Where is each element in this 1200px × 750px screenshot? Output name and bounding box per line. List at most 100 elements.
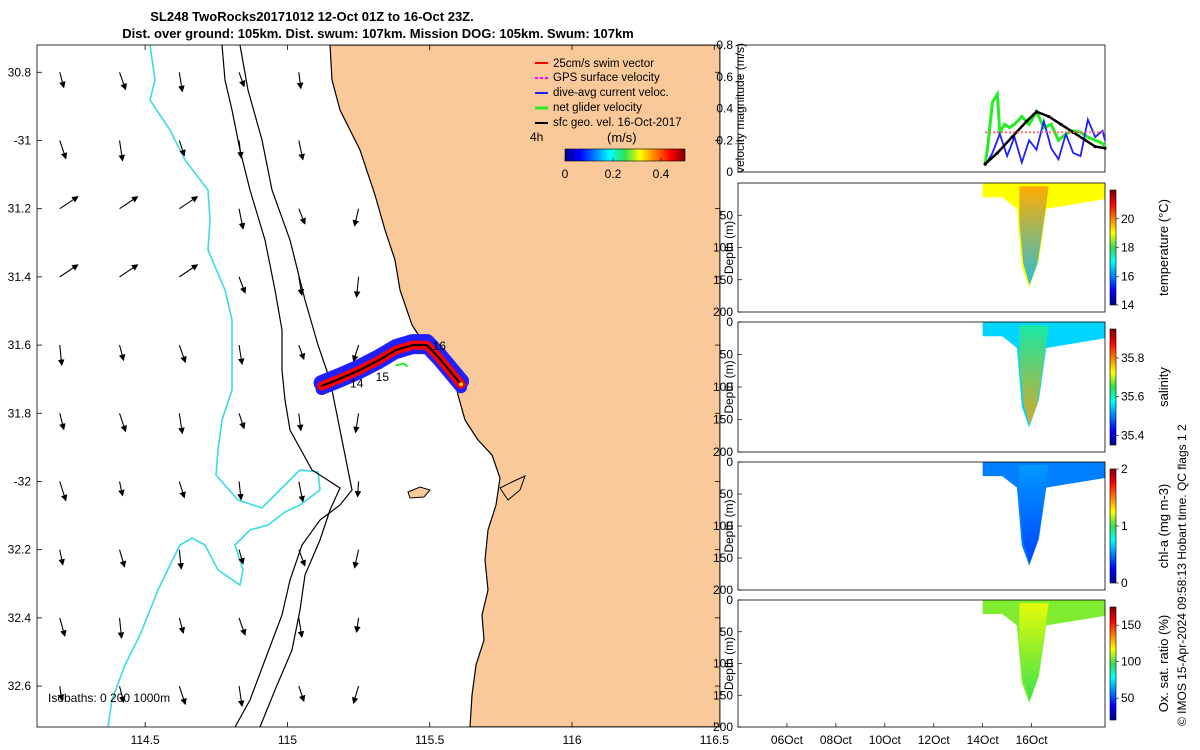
current-arrow [118,685,126,704]
current-arrow [298,685,306,703]
map-xtick-label: 115 [278,733,297,747]
day-label: 15 [376,370,390,384]
map-ytick-label: 32.2 [8,543,32,557]
map-xtick-label: 116 [562,733,581,747]
salinity-colorbar [1109,328,1117,446]
current-arrow [353,276,361,298]
current-arrow [178,196,199,210]
map-cb-tick-label: 0.4 [653,167,670,181]
chla-core [1019,465,1049,564]
oxygen-cb-label: Ox. sat. ratio (%) [1156,615,1171,713]
current-arrow [59,72,66,89]
chla-ytick-label: 200 [713,583,733,597]
chla-cb-tick-label: 2 [1121,462,1128,476]
map-frame [36,44,721,728]
vel-sfc-point [1047,114,1051,119]
map-ytick-label: 31.2 [8,202,32,216]
current-arrow [118,140,125,162]
map-ytick-label: 32.4 [8,611,32,625]
oxygen-ytick-label: 200 [713,720,733,734]
vel-sfc-point [983,162,987,166]
map-panel: 14 15 16 114.5 115 115.5 116 116.5 30.8 -31 31.2 3… [8,44,729,747]
vel-sfc-point [1010,135,1014,139]
time-label: 4h [530,130,543,144]
current-arrow [298,344,306,361]
velocity-panel: 0 0.2 0.4 0.6 0.8 velocity magnitude (m/s) [716,38,1107,179]
temperature-cb-tick-label: 18 [1121,241,1135,255]
current-arrow [352,549,360,569]
time-xtick-label: 16Oct [1016,733,1049,747]
current-arrow [178,72,185,93]
title-line2: Dist. over ground: 105km. Dist. swum: 10… [122,26,634,41]
current-arrow [59,481,68,502]
salinity-ytick-label: 0 [726,315,733,329]
current-arrow [298,481,305,503]
track-end-marker [459,382,464,387]
map-cb-tick-label: 0.2 [605,167,622,181]
current-arrow [354,617,361,633]
current-arrow [119,196,139,210]
chla-ytick-label: 50 [720,487,734,501]
current-arrow [117,617,125,639]
current-arrow [59,264,79,278]
temperature-ytick-label: 200 [713,305,733,319]
oxygen-cb-tick-label: 150 [1121,618,1141,632]
chla-ytick-label: 100 [713,519,733,533]
current-arrow [238,276,247,294]
current-arrow [59,140,68,160]
map-xtick-label: 114.5 [131,733,160,747]
velocity-frame [737,44,1106,173]
isobath-200m [107,45,321,727]
current-arrow [57,686,65,702]
track-band [320,344,463,387]
current-arrow [118,344,126,362]
salinity-ytick-label: 100 [713,380,733,394]
vel-sfc-point [995,151,999,155]
current-arrow [238,617,247,636]
salinity-cb-label: salinity [1156,367,1171,407]
time-xtick-label: 12Oct [918,733,951,747]
current-arrow [119,413,127,433]
current-arrow [119,549,127,568]
oxygen-ytick-label: 150 [713,688,733,702]
salinity-cb-tick-label: 35.4 [1121,428,1145,442]
temperature-colorbar [1109,189,1117,306]
current-arrow [238,208,246,230]
current-arrow [298,208,306,225]
day-label: 14 [350,377,364,391]
time-xtick-label: 06Oct [771,733,804,747]
current-arrow [178,140,186,157]
map-legend: 25cm/s swim vector GPS surface velocity … [530,58,686,181]
temperature-cb-label: temperature (°C) [1156,199,1171,296]
salinity-ytick-label: 200 [713,445,733,459]
map-xtick-label: 115.5 [415,733,444,747]
current-arrow [59,413,66,431]
vel-sfc-point [1103,146,1107,150]
map-ytick-label: 31.8 [8,406,32,420]
salinity-cb-tick-label: 35.8 [1121,351,1145,365]
salinity-panel: 0 50 100 150 200 Depth (m) 35.4 35.6 35.8 salinit… [713,315,1171,459]
legend-sfc: sfc geo. vel. 16-Oct-2017 [553,117,681,129]
legend-swim: 25cm/s swim vector [553,58,654,70]
net-velocity-mark [395,362,409,368]
current-arrow [237,140,244,159]
temperature-ytick-label: 50 [720,208,734,222]
land-area [329,45,720,727]
vel-ytick-label: 0 [726,165,733,179]
current-arrow [178,264,199,278]
current-arrow [57,345,65,367]
temperature-cb-tick-label: 14 [1121,298,1135,312]
vel-ytick-label: 0.8 [716,38,733,52]
map-colorbar-label: (m/s) [607,130,637,145]
chla-panel: 0 50 100 150 200 Depth (m) 0 1 2 chl-a (mg m-3) [713,455,1171,597]
salinity-core [1019,325,1049,425]
current-arrow [352,344,360,363]
time-xtick-label: 10Oct [869,733,902,747]
current-arrow [237,344,245,366]
current-arrow [178,413,185,435]
current-arrow [59,196,79,210]
vel-ytick-label: 0.6 [716,70,733,84]
vel-sfc-point [1083,138,1088,142]
current-arrow [354,481,362,498]
